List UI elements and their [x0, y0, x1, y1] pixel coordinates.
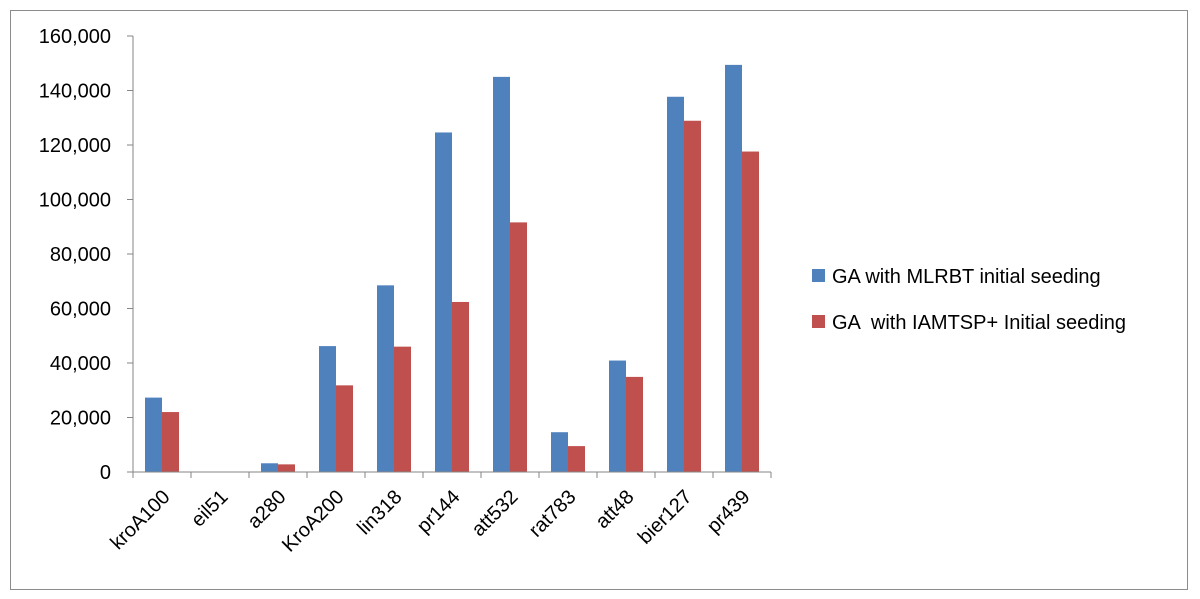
bar-kroA100-series-1: [145, 397, 162, 472]
x-tick-label: eil51: [187, 486, 232, 531]
x-tick-label: bier127: [634, 486, 697, 549]
legend-label: GA with IAMTSP+ Initial seeding: [832, 312, 1126, 334]
bar-pr144-series-1: [435, 132, 452, 472]
y-axis: 0 20,000 40,000 60,000 80,000 100,000 120,000 1…: [39, 26, 134, 484]
bar-KroA200-series-1: [319, 346, 336, 472]
legend-label: GA with MLRBT initial seeding: [832, 266, 1101, 288]
bar-rat783-series-1: [551, 432, 568, 472]
y-tick-label: 160,000: [39, 26, 111, 48]
bar-a280-series-2: [278, 464, 295, 472]
y-tick-label: 80,000: [50, 244, 111, 266]
bar-lin318-series-2: [394, 346, 411, 472]
x-tick-label: rat783: [525, 486, 581, 542]
bar-lin318-series-1: [377, 285, 394, 472]
bar-rat783-series-2: [568, 446, 585, 472]
x-tick-label: att48: [592, 486, 639, 533]
y-tick-label: 140,000: [39, 81, 111, 103]
bars: [145, 64, 759, 473]
legend: GA with MLRBT initial seeding GA with IAM…: [812, 266, 1126, 334]
bar-att48-series-2: [626, 376, 643, 472]
bar-a280-series-1: [261, 463, 278, 472]
x-tick-label: att532: [468, 486, 523, 541]
x-tick-label: a280: [244, 486, 291, 533]
bar-bier127-series-2: [684, 120, 701, 472]
y-tick-label: 120,000: [39, 135, 111, 157]
bar-kroA100-series-2: [162, 412, 179, 472]
bar-pr439-series-2: [742, 151, 759, 473]
bar-bier127-series-1: [667, 96, 684, 472]
y-tick-label: 0: [100, 462, 111, 484]
y-tick-label: 60,000: [50, 299, 111, 321]
y-tick-label: 100,000: [39, 190, 111, 212]
x-tick-label: pr439: [703, 486, 755, 538]
x-tick-label: lin318: [353, 486, 406, 539]
bar-att532-series-2: [510, 222, 527, 472]
y-tick-label: 20,000: [50, 408, 111, 430]
bar-att48-series-1: [609, 360, 626, 472]
x-tick-label: pr144: [413, 486, 465, 538]
y-tick-label: 40,000: [50, 353, 111, 375]
x-tick-label: KroA200: [278, 486, 349, 557]
bar-pr144-series-2: [452, 301, 469, 472]
bar-pr439-series-1: [725, 64, 742, 472]
legend-swatch: [812, 315, 825, 328]
x-tick-label: kroA100: [106, 486, 174, 554]
chart-frame: [10, 10, 1188, 590]
legend-swatch: [812, 269, 825, 282]
bar-KroA200-series-2: [336, 385, 353, 472]
bar-att532-series-1: [493, 76, 510, 472]
